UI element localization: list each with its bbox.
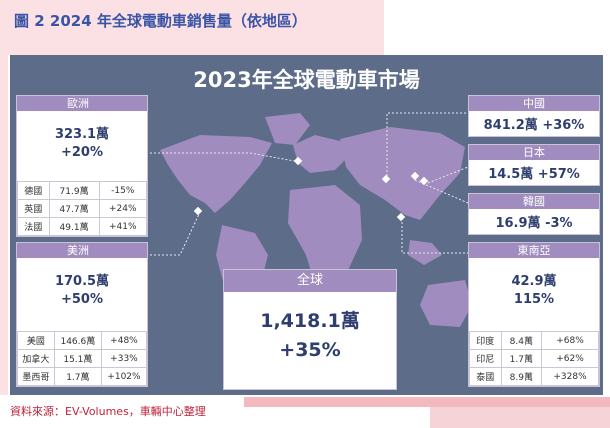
europe-land — [293, 135, 350, 173]
region-americas-countries: 美國 146.6萬 +48% 加拿大 15.1萬 +33% 墨西哥 1.7萬 +… — [17, 331, 148, 386]
country-growth: +62% — [541, 349, 599, 368]
region-china-figures: 841.2萬 +36% — [469, 114, 599, 133]
global-value: 1,418.1萬 — [260, 310, 360, 332]
region-americas-growth: +50% — [60, 292, 103, 307]
region-china-value: 841.2萬 — [483, 118, 538, 133]
table-row: 德國 71.9萬 -15% — [17, 181, 148, 200]
country-name: 德國 — [17, 181, 50, 200]
country-value: 47.7萬 — [48, 199, 100, 218]
global-total: 全球 1,418.1萬 +35% — [223, 269, 397, 390]
table-row: 法國 49.1萬 +41% — [17, 217, 148, 236]
region-korea: 韓國 16.9萬 -3% — [468, 193, 600, 235]
bottom-band — [244, 397, 610, 407]
marker-america — [193, 206, 203, 216]
region-korea-value: 16.9萬 — [495, 216, 541, 231]
region-europe-countries: 德國 71.9萬 -15% 英國 47.7萬 +24% 法國 49.1萬 +41… — [17, 181, 148, 236]
country-name: 墨西哥 — [17, 367, 55, 386]
country-value: 71.9萬 — [48, 181, 100, 200]
table-row: 印尼 1.7萬 +62% — [469, 349, 599, 368]
region-korea-growth: -3% — [545, 216, 573, 231]
region-china-growth: +36% — [542, 118, 585, 133]
country-name: 泰國 — [469, 367, 502, 386]
country-name: 印尼 — [469, 349, 502, 368]
country-name: 法國 — [17, 217, 50, 236]
country-value: 15.1萬 — [53, 349, 102, 368]
region-americas-value: 170.5萬 — [54, 274, 110, 289]
region-sea-value: 42.9萬 — [511, 274, 557, 289]
region-sea-countries: 印度 8.4萬 +68% 印尼 1.7萬 +62% 泰國 8.9萬 +328% — [469, 331, 599, 386]
country-growth: +24% — [98, 199, 148, 218]
marker-china — [381, 174, 391, 184]
country-name: 美國 — [17, 331, 55, 350]
country-value: 1.7萬 — [500, 349, 543, 368]
marker-europe — [293, 156, 303, 166]
country-growth: +48% — [100, 331, 148, 350]
country-name: 英國 — [17, 199, 50, 218]
global-growth: +35% — [279, 339, 341, 361]
region-china-name: 中國 — [469, 96, 599, 111]
region-europe-value: 323.1萬 — [54, 127, 110, 142]
country-name: 印度 — [469, 331, 502, 350]
north-america-land — [160, 135, 272, 213]
region-korea-figures: 16.9萬 -3% — [469, 212, 599, 231]
greenland-land — [265, 113, 310, 145]
country-growth: +328% — [541, 367, 599, 386]
connector-europe — [146, 152, 301, 163]
australia-land — [420, 280, 472, 327]
country-value: 49.1萬 — [48, 217, 100, 236]
region-japan-name: 日本 — [469, 145, 599, 160]
location-markers — [193, 156, 429, 222]
region-americas: 美洲 170.5萬 +50% 美國 146.6萬 +48% 加拿大 15.1萬 … — [16, 242, 148, 387]
region-europe: 歐洲 323.1萬 +20% 德國 71.9萬 -15% 英國 47.7萬 +2… — [16, 95, 148, 237]
marker-sea — [396, 212, 406, 222]
country-value: 8.9萬 — [500, 367, 543, 386]
region-japan-value: 14.5萬 — [488, 167, 534, 182]
connector-japan — [427, 166, 469, 184]
global-label: 全球 — [224, 270, 396, 292]
country-value: 1.7萬 — [53, 367, 102, 386]
bottom-band-light — [430, 407, 610, 428]
country-growth: +68% — [541, 331, 599, 350]
country-growth: -15% — [98, 181, 148, 200]
table-row: 英國 47.7萬 +24% — [17, 199, 148, 218]
table-row: 美國 146.6萬 +48% — [17, 331, 148, 350]
country-name: 加拿大 — [17, 349, 55, 368]
region-japan-growth: +57% — [537, 167, 580, 182]
marker-korea — [410, 171, 420, 181]
country-value: 146.6萬 — [53, 331, 102, 350]
region-japan: 日本 14.5萬 +57% — [468, 144, 600, 186]
asia-land — [340, 127, 465, 220]
country-growth: +102% — [100, 367, 148, 386]
source-note: 資料來源：EV-Volumes，車輛中心整理 — [10, 405, 206, 418]
title-band — [0, 0, 384, 55]
table-row: 印度 8.4萬 +68% — [469, 331, 599, 350]
table-row: 加拿大 15.1萬 +33% — [17, 349, 148, 368]
chart-panel: 2023年全球電動車市場 歐洲 323.1萬 +20% 德國 71.9萬 -15… — [10, 55, 603, 395]
region-sea-name: 東南亞 — [469, 243, 599, 258]
marker-japan — [419, 176, 429, 186]
figure-title: 圖 2 2024 年全球電動車銷售量（依地區） — [14, 12, 307, 30]
country-value: 8.4萬 — [500, 331, 543, 350]
chart-title: 2023年全球電動車市場 — [193, 68, 420, 92]
region-japan-figures: 14.5萬 +57% — [469, 163, 599, 182]
connector-america — [146, 211, 201, 256]
country-growth: +33% — [100, 349, 148, 368]
table-row: 泰國 8.9萬 +328% — [469, 367, 599, 386]
connector-china — [386, 112, 468, 180]
region-sea-growth: 115% — [513, 292, 555, 307]
region-europe-name: 歐洲 — [17, 96, 147, 111]
region-europe-growth: +20% — [60, 145, 103, 160]
country-growth: +41% — [98, 217, 148, 236]
region-southeast-asia: 東南亞 42.9萬 115% 印度 8.4萬 +68% 印尼 1.7萬 +62%… — [468, 242, 600, 387]
region-americas-name: 美洲 — [17, 243, 147, 258]
region-china: 中國 841.2萬 +36% — [468, 95, 600, 137]
region-korea-name: 韓國 — [469, 194, 599, 209]
left-band — [0, 0, 8, 395]
table-row: 墨西哥 1.7萬 +102% — [17, 367, 148, 386]
